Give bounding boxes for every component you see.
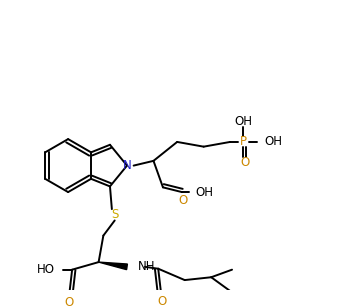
Text: O: O <box>65 296 74 307</box>
Text: OH: OH <box>264 135 282 148</box>
Text: OH: OH <box>234 115 252 128</box>
Text: P: P <box>240 135 247 148</box>
Text: S: S <box>111 208 118 221</box>
Text: O: O <box>241 156 250 169</box>
Polygon shape <box>99 262 127 270</box>
Text: N: N <box>122 159 131 172</box>
Text: O: O <box>157 295 167 307</box>
Text: NH: NH <box>137 260 155 273</box>
Text: HO: HO <box>37 263 55 276</box>
Text: O: O <box>178 194 187 207</box>
Text: OH: OH <box>195 186 213 199</box>
